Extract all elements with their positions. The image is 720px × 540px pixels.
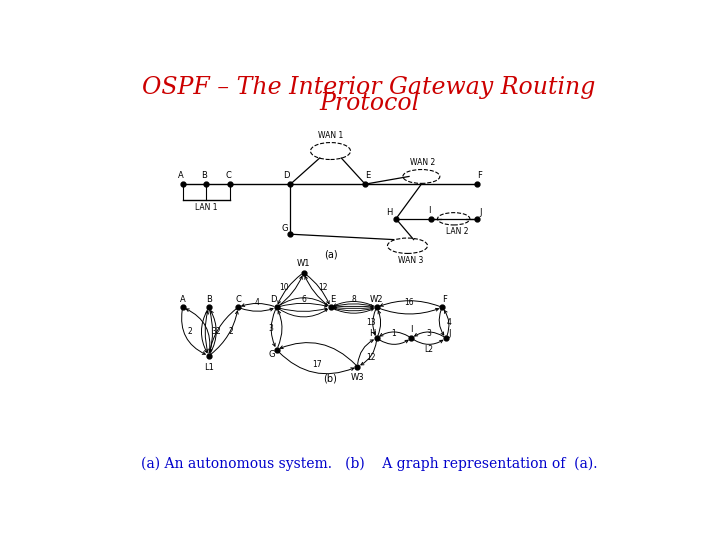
Text: 4: 4 [446, 318, 451, 327]
Text: E: E [365, 171, 370, 180]
FancyArrowPatch shape [209, 309, 236, 352]
FancyArrowPatch shape [380, 301, 439, 306]
Text: 3: 3 [426, 329, 431, 338]
Text: L1: L1 [204, 363, 214, 372]
FancyArrowPatch shape [279, 309, 328, 317]
FancyArrowPatch shape [186, 309, 210, 353]
FancyArrowPatch shape [333, 304, 373, 307]
Text: LAN 2: LAN 2 [446, 227, 468, 237]
FancyArrowPatch shape [279, 276, 302, 306]
FancyArrowPatch shape [210, 310, 212, 352]
FancyArrowPatch shape [333, 307, 373, 309]
Text: Protocol: Protocol [319, 92, 419, 115]
Text: D: D [284, 171, 290, 180]
Text: B: B [202, 171, 207, 180]
Text: LAN 1: LAN 1 [195, 204, 217, 212]
FancyArrowPatch shape [378, 311, 381, 336]
Text: J: J [449, 329, 451, 338]
FancyArrowPatch shape [271, 310, 276, 346]
Text: A: A [179, 171, 184, 180]
FancyArrowPatch shape [210, 310, 216, 354]
Text: W2: W2 [370, 294, 384, 303]
Text: H: H [369, 329, 375, 338]
Text: W3: W3 [351, 373, 364, 382]
Text: 12: 12 [318, 283, 328, 292]
Text: C: C [226, 171, 232, 180]
Text: 10: 10 [279, 283, 289, 292]
Text: 8: 8 [351, 294, 356, 303]
Text: (b): (b) [323, 374, 338, 384]
Text: F: F [442, 294, 447, 303]
Text: 3: 3 [268, 324, 273, 333]
FancyArrowPatch shape [205, 311, 208, 353]
Text: E: E [330, 294, 336, 303]
Text: 1: 1 [392, 329, 397, 338]
Text: WAN 3: WAN 3 [398, 256, 423, 265]
Text: 12: 12 [366, 353, 376, 362]
Text: C: C [235, 294, 241, 303]
Text: WAN 2: WAN 2 [410, 158, 436, 167]
FancyArrowPatch shape [334, 306, 374, 308]
FancyArrowPatch shape [333, 308, 373, 313]
Text: A: A [180, 294, 186, 303]
Text: G: G [269, 350, 275, 360]
FancyArrowPatch shape [373, 310, 376, 335]
FancyArrowPatch shape [444, 310, 449, 335]
FancyArrowPatch shape [334, 301, 374, 306]
FancyArrowPatch shape [414, 340, 443, 345]
Text: 2: 2 [187, 327, 192, 336]
FancyArrowPatch shape [439, 310, 444, 335]
FancyArrowPatch shape [242, 303, 274, 306]
FancyArrowPatch shape [334, 308, 374, 311]
Text: L2: L2 [424, 345, 433, 354]
FancyArrowPatch shape [181, 310, 205, 354]
FancyArrowPatch shape [415, 332, 444, 336]
Text: F: F [477, 171, 482, 180]
Text: H: H [387, 208, 393, 217]
Text: 13: 13 [366, 318, 375, 327]
FancyArrowPatch shape [279, 303, 327, 307]
Text: D: D [270, 294, 276, 303]
Text: WAN 1: WAN 1 [318, 131, 343, 140]
FancyArrowPatch shape [380, 332, 409, 336]
Text: 4: 4 [255, 298, 260, 307]
Text: 3: 3 [211, 327, 216, 336]
FancyArrowPatch shape [279, 308, 327, 312]
FancyArrowPatch shape [279, 298, 328, 306]
FancyArrowPatch shape [278, 311, 282, 347]
Text: 2: 2 [229, 327, 233, 336]
Text: 6: 6 [301, 294, 306, 303]
FancyArrowPatch shape [306, 274, 329, 304]
FancyArrowPatch shape [279, 352, 354, 374]
Text: G: G [281, 224, 287, 233]
Text: (a) An autonomous system.   (b)    A graph representation of  (a).: (a) An autonomous system. (b) A graph re… [140, 456, 598, 471]
FancyArrowPatch shape [280, 342, 356, 365]
Text: I: I [428, 206, 431, 215]
FancyArrowPatch shape [358, 340, 373, 364]
FancyArrowPatch shape [379, 340, 408, 345]
FancyArrowPatch shape [361, 341, 377, 365]
Text: J: J [480, 208, 482, 217]
FancyArrowPatch shape [240, 308, 273, 311]
Text: I: I [410, 325, 413, 334]
Text: 17: 17 [312, 360, 322, 369]
FancyArrowPatch shape [202, 310, 207, 353]
Text: 16: 16 [405, 298, 414, 307]
Text: OSPF – The Interior Gateway Routing: OSPF – The Interior Gateway Routing [143, 76, 595, 99]
Text: B: B [206, 294, 212, 303]
Text: (a): (a) [324, 250, 337, 260]
FancyArrowPatch shape [278, 274, 301, 304]
Text: W1: W1 [297, 259, 310, 268]
Text: 2: 2 [216, 327, 220, 336]
FancyArrowPatch shape [211, 311, 238, 354]
FancyArrowPatch shape [379, 308, 438, 314]
FancyArrowPatch shape [305, 276, 328, 306]
